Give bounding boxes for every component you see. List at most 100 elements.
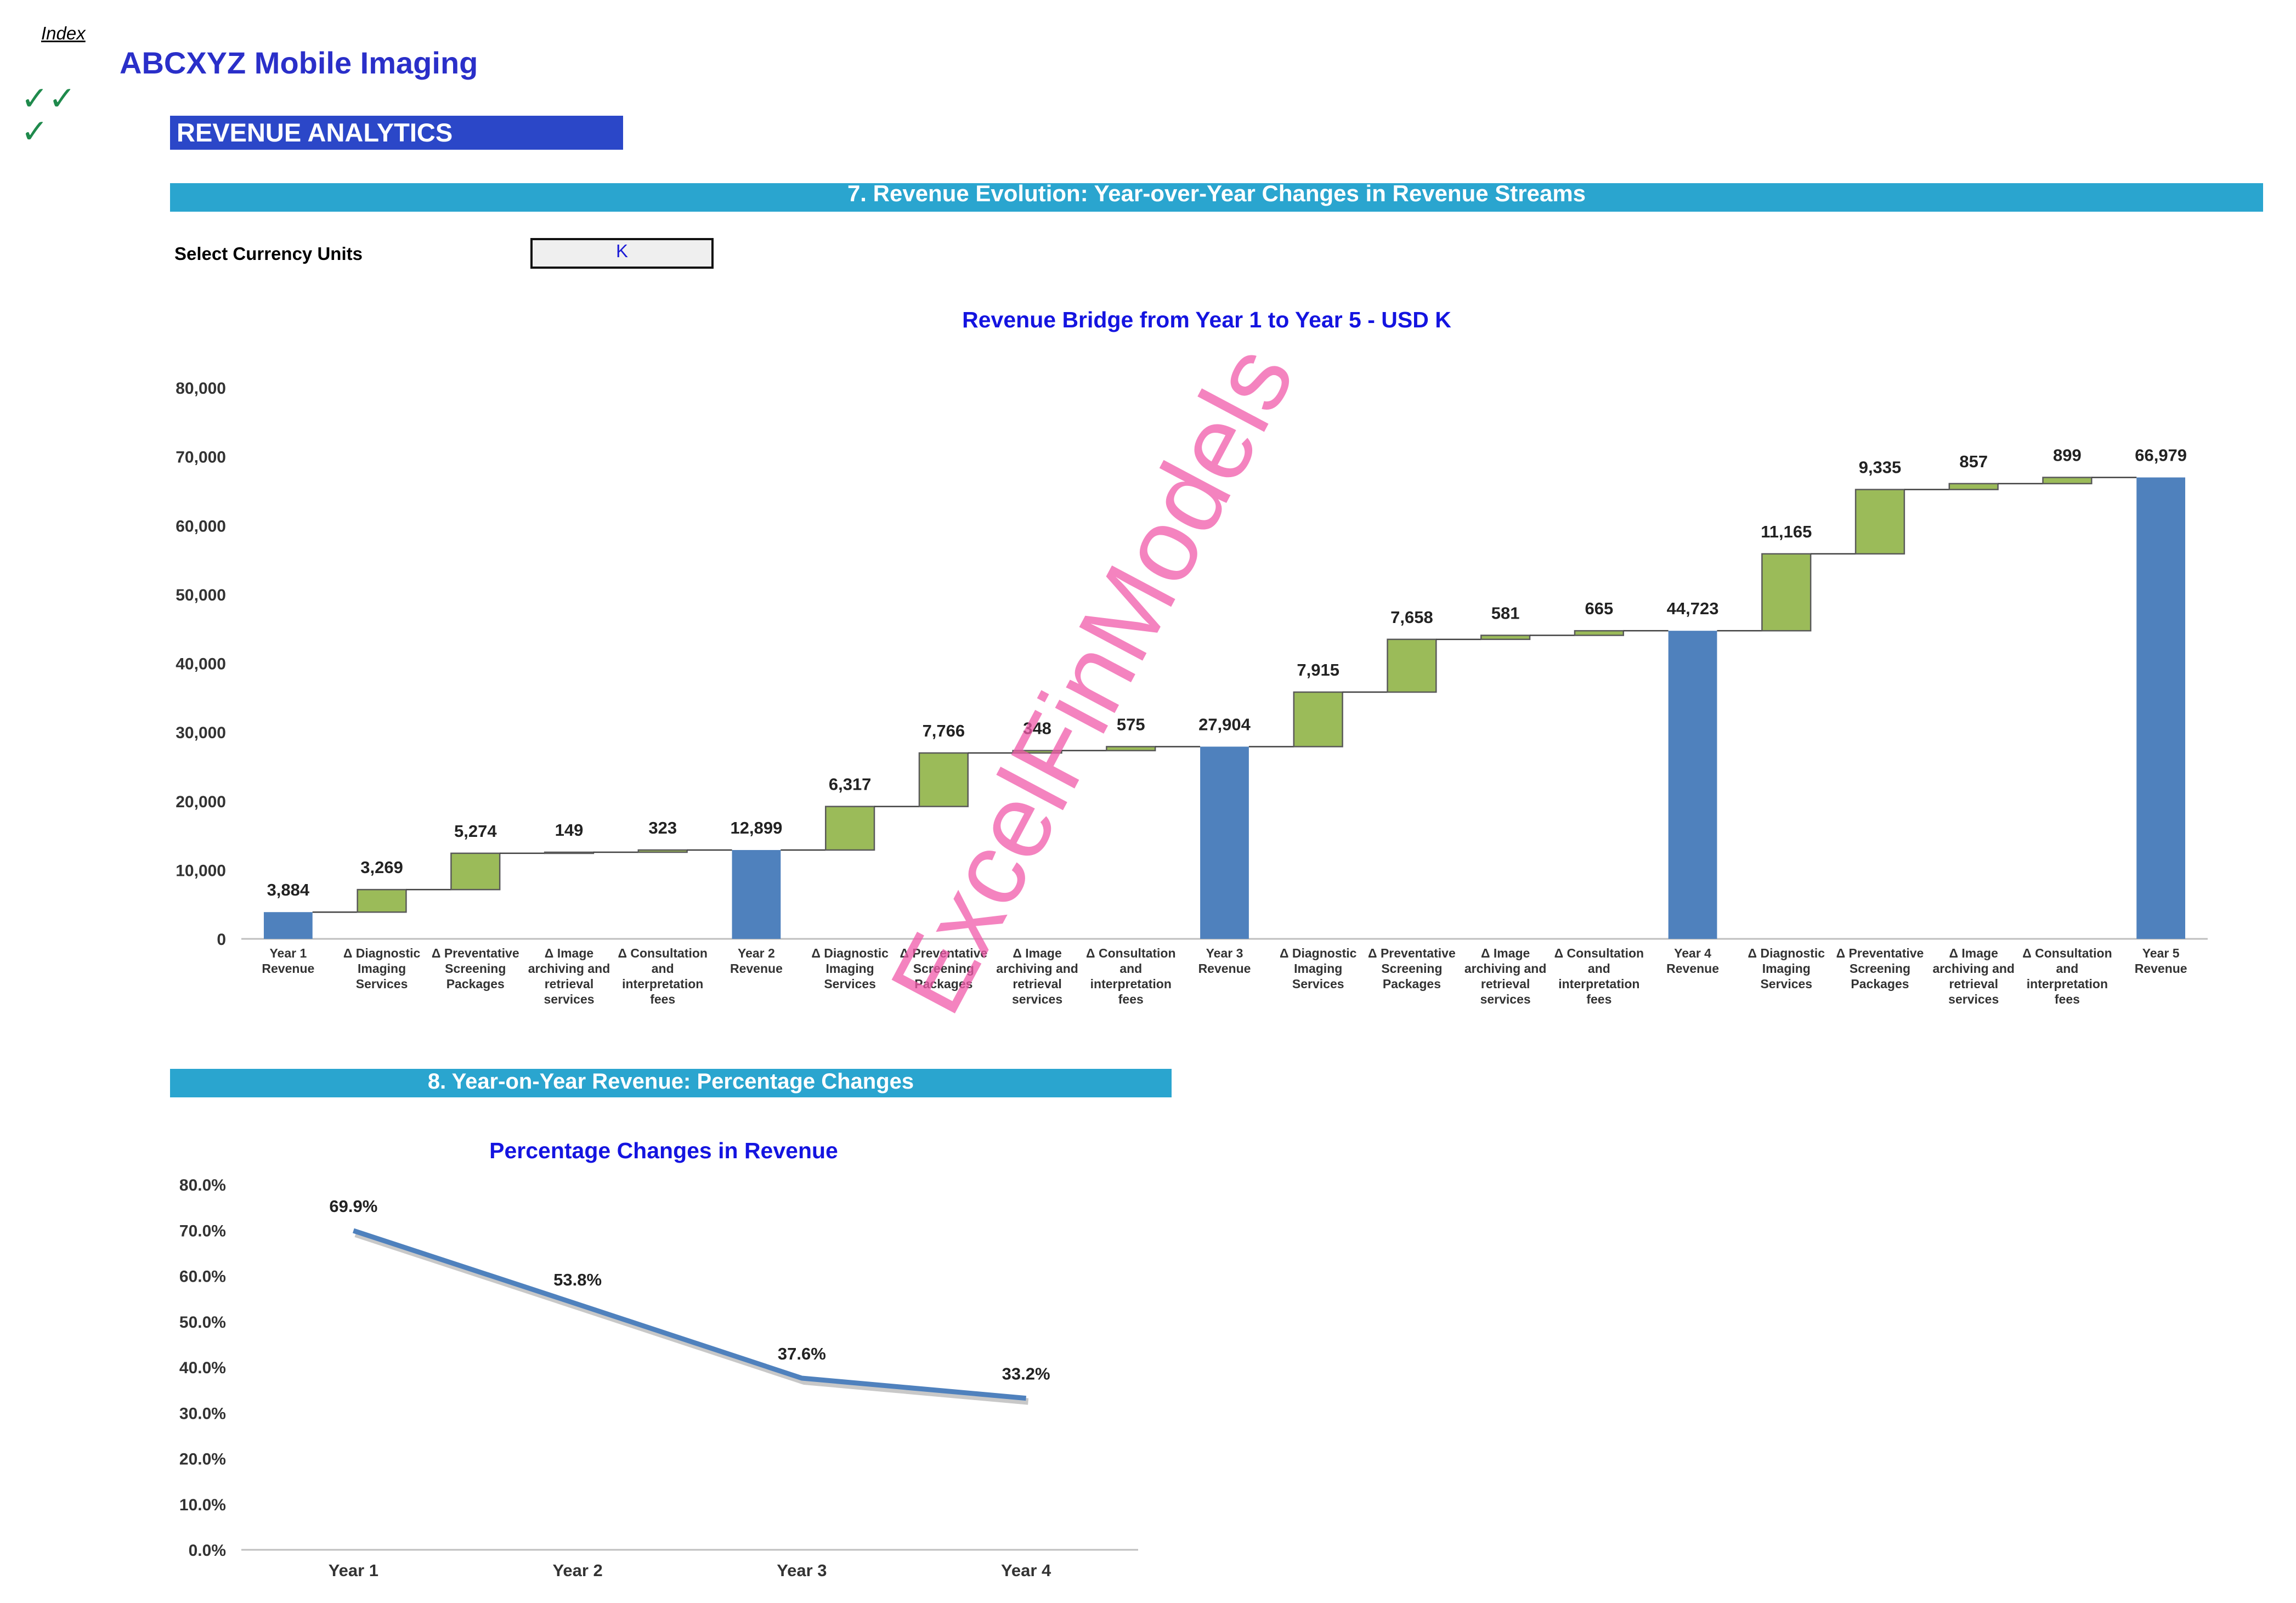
data-label: 3,884 [267, 880, 310, 899]
total-bar [2136, 477, 2186, 939]
category-label: Year 5 Revenue [2135, 946, 2187, 976]
delta-bar [1012, 750, 1062, 754]
category-label: Year 2 [552, 1561, 602, 1580]
delta-bar [450, 852, 501, 891]
line-chart: 0.0% 10.0% 20.0% 30.0% 40.0% 50.0% 60.0% 70.0% 8… [179, 1176, 1138, 1580]
category-label: Year 3 [777, 1561, 827, 1580]
index-link[interactable]: Index [41, 23, 86, 43]
category-label: Year 4 Revenue [1666, 946, 1719, 976]
y-tick-label: 80,000 [176, 379, 226, 398]
y-tick-label: 20.0% [179, 1451, 226, 1469]
delta-bar [1574, 630, 1624, 636]
delta-bar [825, 806, 875, 851]
company-title: ABCXYZ Mobile Imaging [120, 46, 478, 80]
data-label: 37.6% [778, 1344, 826, 1363]
data-label: 6,317 [829, 775, 872, 794]
data-label: 7,658 [1390, 608, 1433, 627]
total-bar [1200, 746, 1249, 939]
y-tick-label: 60.0% [179, 1268, 226, 1286]
data-label: 7,915 [1297, 660, 1339, 679]
delta-bar [544, 851, 595, 854]
category-label: Δ Consultation and interpretation fees [1554, 946, 1644, 1006]
waterfall-chart-title: Revenue Bridge from Year 1 to Year 5 - U… [962, 307, 1451, 332]
delta-bar [1106, 746, 1156, 751]
y-tick-label: 30.0% [179, 1404, 226, 1423]
total-bar [732, 849, 781, 939]
y-tick-label: 80.0% [179, 1176, 226, 1194]
series-line [352, 1228, 1027, 1401]
series-line-shadow [354, 1231, 1029, 1405]
category-label: Δ Consultation and interpretation fees [2022, 946, 2112, 1006]
y-tick-label: 40.0% [179, 1359, 226, 1377]
data-label: 66,979 [2135, 446, 2187, 465]
category-label: Year 1 [329, 1561, 378, 1580]
y-tick-label: 70,000 [176, 449, 226, 467]
data-label: 149 [555, 820, 584, 840]
currency-label: Select Currency Units [174, 243, 363, 264]
waterfall-chart: 0 10,000 20,000 30,000 40,000 50,000 60,000 70,… [176, 379, 2208, 1006]
category-label: Δ Preventative Screening Packages [900, 946, 987, 991]
category-label: Δ Image archiving and retrieval services [1932, 946, 2015, 1006]
section7-band: 7. Revenue Evolution: Year-over-Year Cha… [170, 182, 2263, 212]
total-bar [1668, 631, 1717, 939]
data-label: 44,723 [1667, 599, 1719, 618]
delta-bar [918, 752, 969, 807]
data-label: 7,766 [923, 721, 965, 740]
category-label: Δ Diagnostic Imaging Services [811, 946, 889, 991]
section8-band: 8. Year-on-Year Revenue: Percentage Chan… [170, 1069, 1172, 1097]
data-label: 27,904 [1198, 715, 1251, 734]
y-tick-label: 10.0% [179, 1496, 226, 1514]
category-label: Δ Consultation and interpretation fees [1086, 946, 1175, 1006]
y-tick-label: 70.0% [179, 1222, 226, 1240]
data-label: 575 [1117, 715, 1145, 734]
data-label: 899 [2053, 446, 2082, 465]
y-tick-label: 50,000 [176, 586, 226, 604]
y-tick-label: 40,000 [176, 655, 226, 673]
delta-bar [1387, 638, 1437, 693]
data-label: 11,165 [1761, 522, 1812, 541]
category-label: Year 2 Revenue [730, 946, 783, 976]
data-label: 581 [1491, 604, 1520, 623]
category-label: Δ Preventative Screening Packages [1836, 946, 1924, 991]
delta-bar [1293, 691, 1343, 747]
data-label: 665 [1585, 599, 1613, 618]
category-label: Δ Diagnostic Imaging Services [1280, 946, 1357, 991]
delta-bar [637, 849, 688, 853]
section-title: REVENUE ANALYTICS [170, 116, 623, 150]
data-label: 69.9% [329, 1197, 377, 1216]
y-tick-label: 30,000 [176, 724, 226, 742]
data-label: 33.2% [1002, 1364, 1050, 1384]
data-label: 323 [648, 818, 677, 837]
data-label: 9,335 [1859, 458, 1902, 477]
delta-bar [1480, 635, 1531, 641]
y-tick-label: 50.0% [179, 1313, 226, 1332]
category-label: Δ Image archiving and retrieval services [528, 946, 610, 1006]
delta-bar [1761, 553, 1812, 632]
delta-bar [1948, 483, 1999, 490]
category-label: Δ Image archiving and retrieval services [1464, 946, 1547, 1006]
category-label: Δ Diagnostic Imaging Services [1748, 946, 1825, 991]
category-label: Year 1 Revenue [262, 946, 314, 976]
category-label: Year 4 [1001, 1561, 1051, 1580]
line-chart-title: Percentage Changes in Revenue [489, 1138, 838, 1163]
category-label: Δ Consultation and interpretation fees [618, 946, 707, 1006]
y-tick-label: 0 [217, 931, 226, 949]
currency-select[interactable]: K [530, 238, 714, 269]
y-tick-label: 0.0% [189, 1542, 226, 1560]
check-icon: ✓✓ [21, 80, 76, 117]
delta-bar [2042, 477, 2093, 485]
category-label: Δ Preventative Screening Packages [432, 946, 519, 991]
total-bar [263, 912, 313, 939]
y-tick-label: 60,000 [176, 517, 226, 535]
y-tick-label: 10,000 [176, 862, 226, 880]
category-label: Δ Diagnostic Imaging Services [343, 946, 421, 991]
category-label: Year 3 Revenue [1198, 946, 1251, 976]
data-label: 3,269 [360, 858, 403, 877]
category-label: Δ Preventative Screening Packages [1368, 946, 1456, 991]
category-label: Δ Image archiving and retrieval services [996, 946, 1078, 1006]
delta-bar [357, 888, 407, 913]
y-tick-label: 20,000 [176, 793, 226, 811]
check-icon: ✓ [21, 113, 49, 150]
data-label: 348 [1023, 719, 1051, 738]
data-label: 12,899 [731, 818, 783, 837]
